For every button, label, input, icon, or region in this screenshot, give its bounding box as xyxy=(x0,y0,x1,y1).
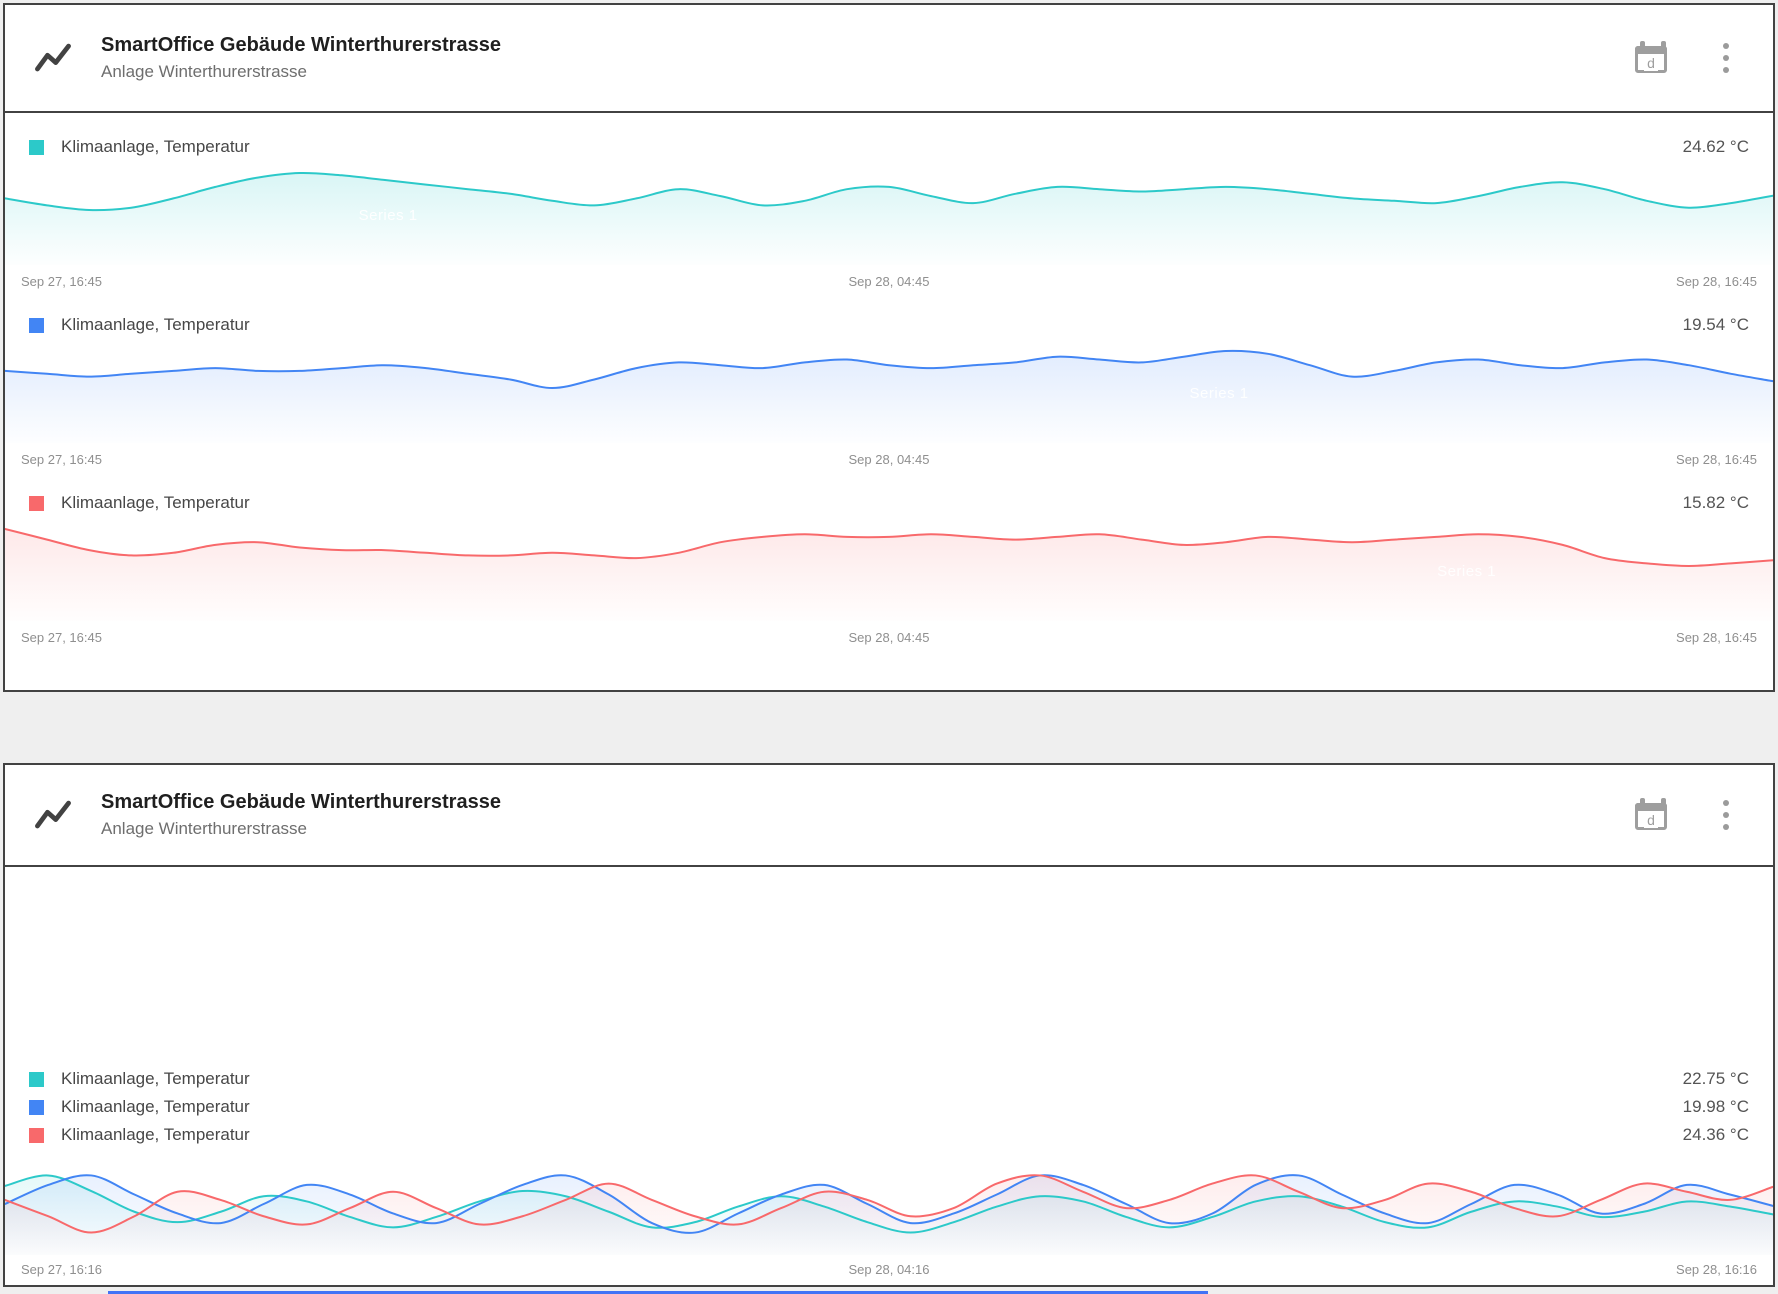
time-axis: Sep 27, 16:45 Sep 28, 04:45 Sep 28, 16:4… xyxy=(5,627,1773,647)
widget-title: SmartOffice Gebäude Winterthurerstrasse xyxy=(101,791,501,814)
legend-row[interactable]: Klimaanlage, Temperatur 22.75 °C xyxy=(5,1065,1773,1093)
axis-tick-start: Sep 27, 16:45 xyxy=(21,629,102,645)
header-actions: d xyxy=(1635,39,1735,77)
legend-label: Klimaanlage, Temperatur xyxy=(61,1069,250,1088)
legend-swatch xyxy=(29,1127,44,1143)
sparkline-chart[interactable]: Series 1 xyxy=(5,165,1773,265)
axis-tick-end: Sep 28, 16:45 xyxy=(1676,629,1757,645)
line-chart-icon xyxy=(35,43,71,72)
legend-swatch xyxy=(29,317,44,333)
legend-row[interactable]: Klimaanlage, Temperatur 15.82 °C xyxy=(5,485,1773,521)
legend-label: Klimaanlage, Temperatur xyxy=(61,315,250,334)
line-chart-icon xyxy=(35,800,71,829)
widget-title-block: SmartOffice Gebäude Winterthurerstrasse … xyxy=(101,789,501,840)
axis-tick-mid: Sep 28, 04:45 xyxy=(848,273,930,289)
sparkline-chart[interactable]: Series 1 xyxy=(5,521,1773,621)
sparkline-chart[interactable]: Series 1 xyxy=(5,343,1773,443)
legend-row[interactable]: Klimaanlage, Temperatur 24.36 °C xyxy=(5,1121,1773,1149)
timewindow-calendar-icon[interactable]: d xyxy=(1635,41,1671,75)
time-axis: Sep 27, 16:45 Sep 28, 04:45 Sep 28, 16:4… xyxy=(5,449,1773,469)
legend-label: Klimaanlage, Temperatur xyxy=(61,1125,250,1144)
more-options-kebab-icon[interactable] xyxy=(1717,39,1735,77)
legend-label: Klimaanlage, Temperatur xyxy=(61,137,250,156)
spark-section-blue: Klimaanlage, Temperatur 19.54 °C Series … xyxy=(5,307,1773,469)
legend-current-value: 15.82 °C xyxy=(1682,493,1749,512)
spark-section-teal: Klimaanlage, Temperatur 24.62 °C Series … xyxy=(5,129,1773,291)
legend-label: Klimaanlage, Temperatur xyxy=(61,493,250,512)
widget-title: SmartOffice Gebäude Winterthurerstrasse xyxy=(101,34,501,57)
axis-tick-start: Sep 27, 16:45 xyxy=(21,273,102,289)
legend-current-value: 24.62 °C xyxy=(1682,137,1749,156)
legend-swatch xyxy=(29,1071,44,1087)
more-options-kebab-icon[interactable] xyxy=(1717,796,1735,834)
legend-row[interactable]: Klimaanlage, Temperatur 19.54 °C xyxy=(5,307,1773,343)
axis-tick-mid: Sep 28, 04:45 xyxy=(848,629,930,645)
time-axis: Sep 27, 16:16 Sep 28, 04:16 Sep 28, 16:1… xyxy=(5,1259,1773,1279)
widget-card-combined: SmartOffice Gebäude Winterthurerstrasse … xyxy=(3,763,1775,1287)
widget-header: SmartOffice Gebäude Winterthurerstrasse … xyxy=(5,5,1773,113)
legend-row[interactable]: Klimaanlage, Temperatur 19.98 °C xyxy=(5,1093,1773,1121)
widget-subtitle: Anlage Winterthurerstrasse xyxy=(101,819,307,839)
legend-label: Klimaanlage, Temperatur xyxy=(61,1097,250,1116)
legend-current-value: 24.36 °C xyxy=(1682,1125,1749,1144)
widget-card-sparklines: SmartOffice Gebäude Winterthurerstrasse … xyxy=(3,3,1775,692)
legend-current-value: 19.54 °C xyxy=(1682,315,1749,334)
spark-section-red: Klimaanlage, Temperatur 15.82 °C Series … xyxy=(5,485,1773,647)
widget-header: SmartOffice Gebäude Winterthurerstrasse … xyxy=(5,765,1773,867)
axis-tick-end: Sep 28, 16:45 xyxy=(1676,273,1757,289)
axis-tick-start: Sep 27, 16:45 xyxy=(21,451,102,467)
axis-tick-start: Sep 27, 16:16 xyxy=(21,1261,102,1277)
legend-swatch xyxy=(29,139,44,155)
legend-swatch xyxy=(29,495,44,511)
legend-current-value: 19.98 °C xyxy=(1682,1097,1749,1116)
combined-line-chart[interactable] xyxy=(5,1153,1773,1255)
timewindow-letter: d xyxy=(1644,812,1658,828)
legend-current-value: 22.75 °C xyxy=(1682,1069,1749,1088)
axis-tick-mid: Sep 28, 04:45 xyxy=(848,451,930,467)
timewindow-letter: d xyxy=(1644,55,1658,71)
bottom-blue-strip xyxy=(108,1291,1208,1294)
legend-swatch xyxy=(29,1099,44,1115)
legend-row[interactable]: Klimaanlage, Temperatur 24.62 °C xyxy=(5,129,1773,165)
axis-tick-end: Sep 28, 16:16 xyxy=(1676,1261,1757,1277)
widget-subtitle: Anlage Winterthurerstrasse xyxy=(101,62,307,82)
widget-title-block: SmartOffice Gebäude Winterthurerstrasse … xyxy=(101,32,501,83)
timewindow-calendar-icon[interactable]: d xyxy=(1635,798,1671,832)
time-axis: Sep 27, 16:45 Sep 28, 04:45 Sep 28, 16:4… xyxy=(5,271,1773,291)
axis-tick-end: Sep 28, 16:45 xyxy=(1676,451,1757,467)
axis-tick-mid: Sep 28, 04:16 xyxy=(848,1261,930,1277)
legend-block: Klimaanlage, Temperatur 22.75 °C Klimaan… xyxy=(5,1065,1773,1149)
header-actions: d xyxy=(1635,796,1735,834)
